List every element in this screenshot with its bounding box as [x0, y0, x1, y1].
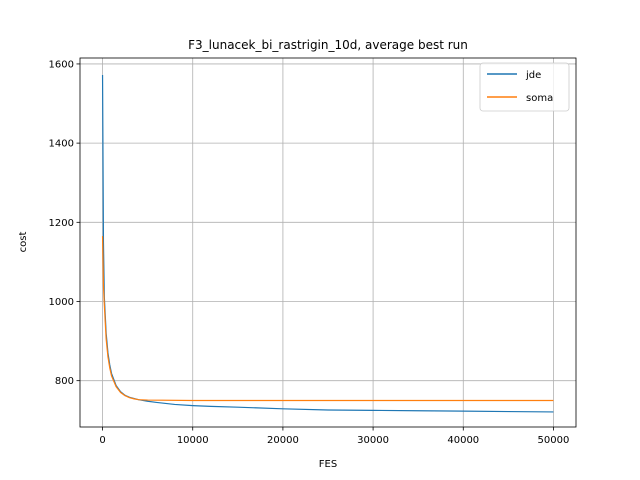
x-axis: 0 10000 20000 30000 40000 50000 [99, 427, 569, 446]
y-tick-label: 1000 [49, 297, 74, 308]
x-axis-title: FES [319, 459, 337, 470]
x-tick-label: 40000 [447, 435, 479, 446]
legend-label-soma: soma [526, 93, 553, 104]
y-axis: 800 1000 1200 1400 1600 [49, 59, 80, 387]
chart-title: F3_lunacek_bi_rastrigin_10d, average bes… [188, 38, 468, 52]
x-tick-label: 30000 [357, 435, 389, 446]
x-tick-label: 50000 [538, 435, 570, 446]
x-tick-label: 0 [99, 435, 105, 446]
y-tick-label: 1400 [49, 139, 74, 150]
legend: jde soma [479, 62, 570, 112]
y-tick-label: 1600 [49, 59, 74, 70]
plot-frame [79, 57, 577, 428]
y-tick-label: 1200 [49, 218, 74, 229]
series-line-soma [101, 236, 554, 402]
series-layer [101, 75, 554, 413]
x-tick-label: 10000 [177, 435, 209, 446]
legend-box [479, 62, 570, 112]
legend-label-jde: jde [525, 70, 541, 81]
x-tick-label: 20000 [267, 435, 299, 446]
y-tick-label: 800 [55, 376, 74, 387]
y-axis-title: cost [18, 232, 29, 253]
